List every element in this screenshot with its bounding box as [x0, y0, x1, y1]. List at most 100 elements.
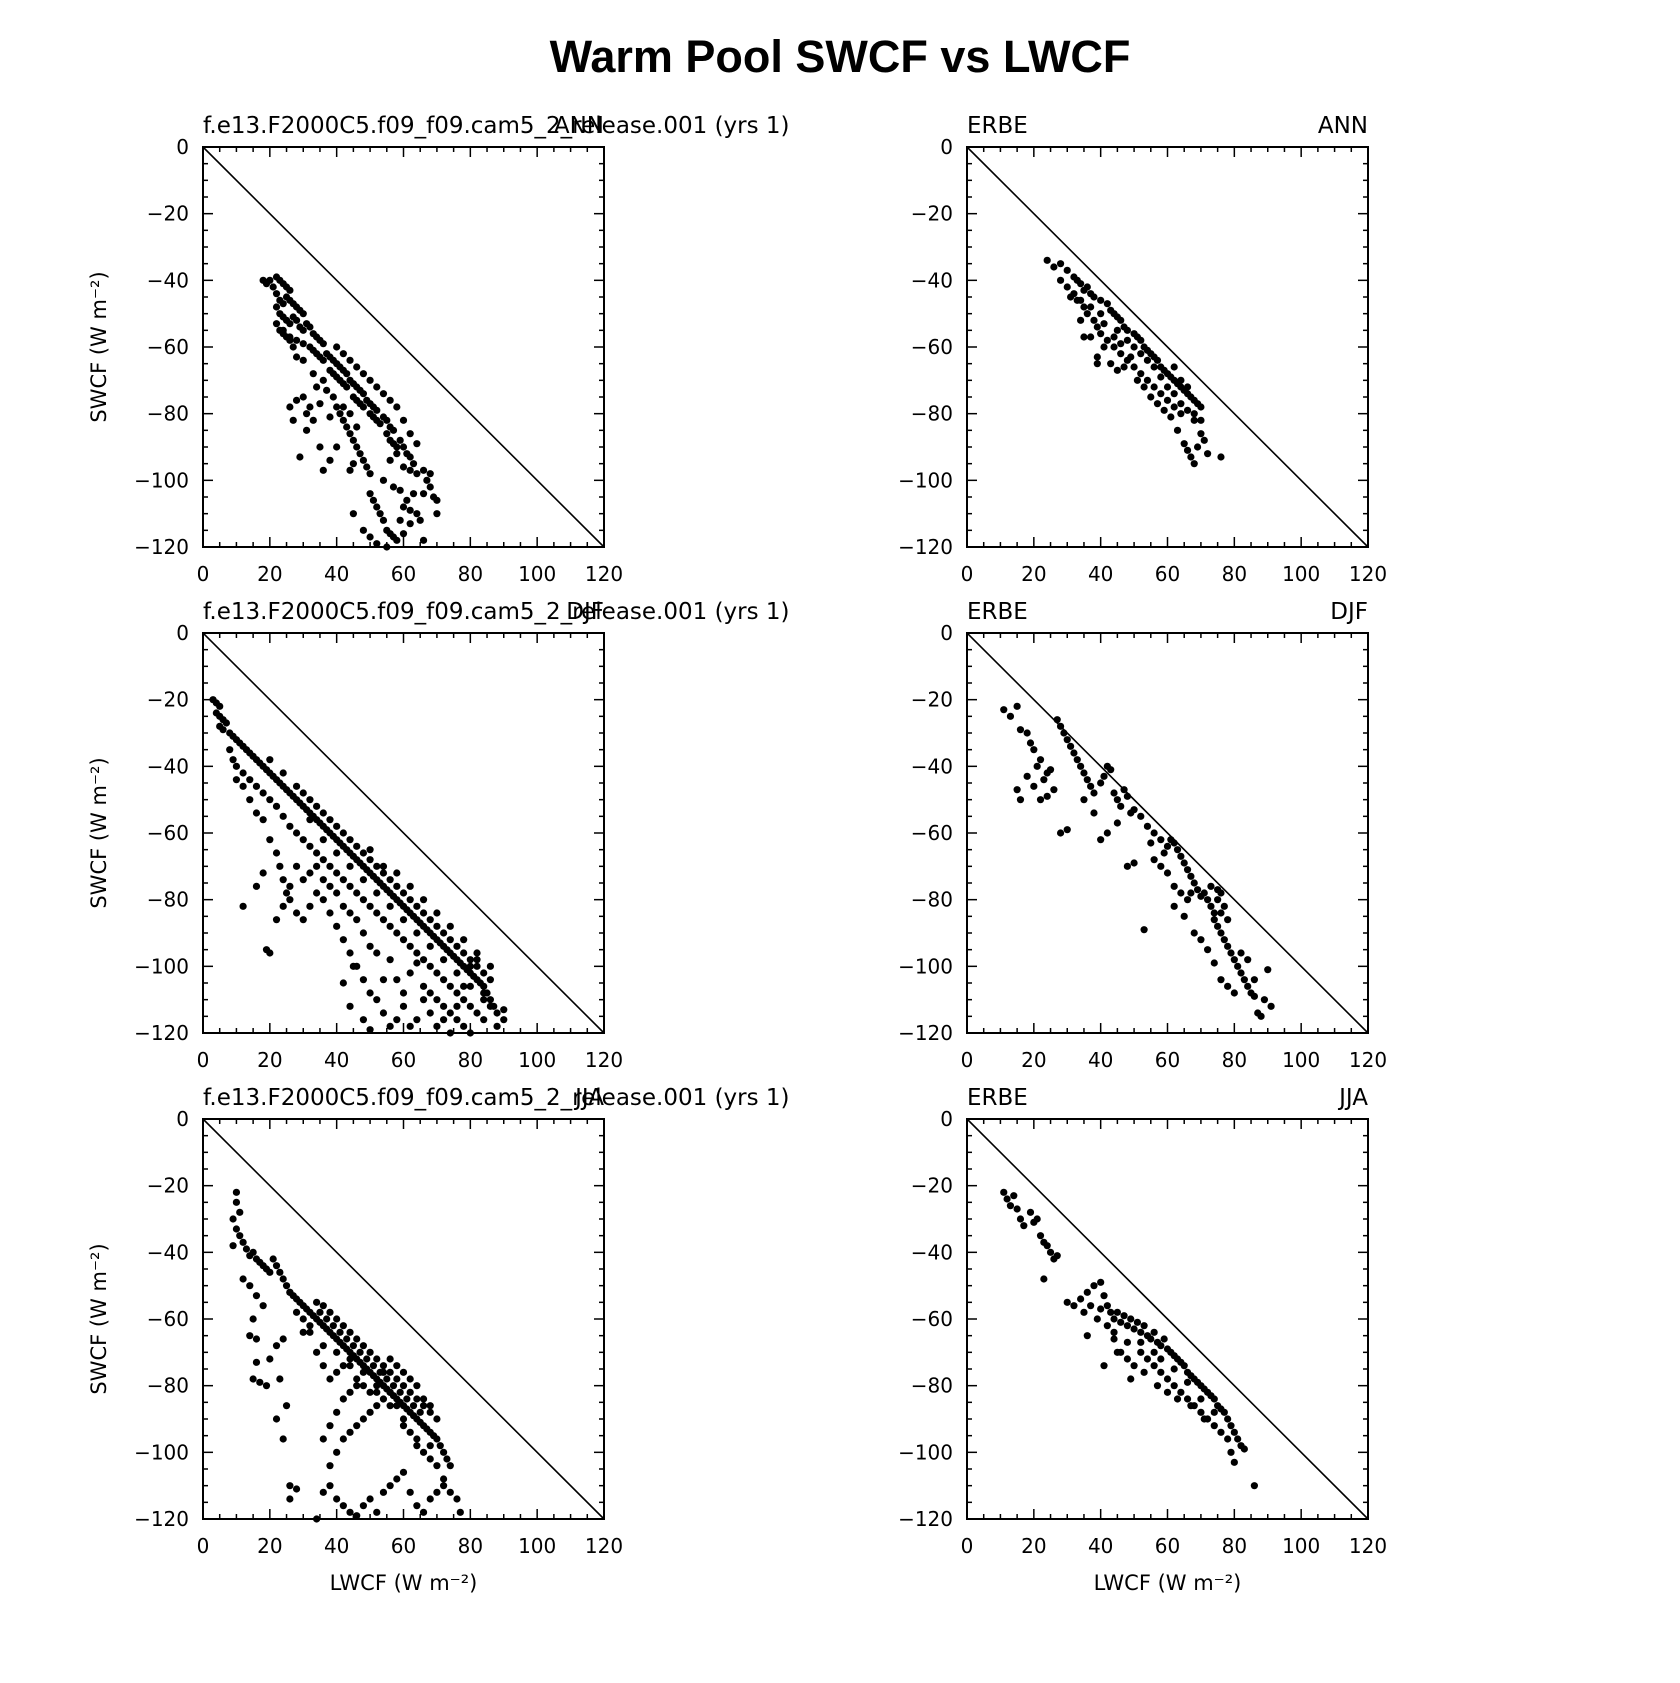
- x-tick-label: 40: [324, 1048, 349, 1072]
- scatter-point: [440, 1448, 448, 1456]
- y-tick-label: −40: [911, 1240, 953, 1264]
- scatter-point: [1093, 353, 1101, 361]
- scatter-point: [440, 1016, 448, 1024]
- scatter-point: [413, 902, 421, 910]
- scatter-point: [493, 1022, 501, 1030]
- y-tick-label: −60: [147, 335, 189, 359]
- scatter-point: [1137, 350, 1145, 358]
- scatter-point: [292, 909, 301, 917]
- scatter-point: [306, 869, 314, 877]
- scatter-point: [319, 466, 327, 474]
- scatter-point: [1087, 303, 1095, 311]
- scatter-point: [336, 1328, 344, 1336]
- scatter-point: [1240, 976, 1248, 984]
- scatter-point: [466, 956, 474, 964]
- scatter-point: [396, 516, 404, 524]
- scatter-point: [399, 443, 408, 451]
- scatter-point: [1117, 1318, 1125, 1326]
- scatter-point: [453, 969, 461, 977]
- scatter-point: [399, 416, 408, 424]
- scatter-point: [1080, 796, 1088, 804]
- scatter-point: [359, 526, 367, 534]
- scatter-point: [1244, 956, 1252, 964]
- scatter-point: [389, 426, 398, 434]
- scatter-point: [1197, 416, 1205, 424]
- scatter-point: [366, 1348, 374, 1356]
- scatter-point: [393, 1402, 401, 1410]
- scatter-point: [1073, 296, 1081, 304]
- scatter-point: [1040, 776, 1048, 784]
- x-axis-label: LWCF (W m⁻²): [1094, 1571, 1242, 1595]
- scatter-point: [232, 1188, 241, 1196]
- scatter-point: [286, 1288, 294, 1296]
- x-tick-label: 80: [1222, 1534, 1247, 1558]
- scatter-point: [1030, 746, 1038, 754]
- scatter-point: [272, 849, 281, 857]
- scatter-point: [379, 916, 388, 924]
- scatter-point: [1103, 1322, 1111, 1330]
- scatter-point: [313, 802, 321, 810]
- scatter-point: [433, 909, 441, 917]
- scatter-point: [379, 862, 388, 870]
- scatter-point: [1080, 1308, 1088, 1316]
- scatter-point: [1056, 276, 1065, 284]
- scatter-point: [272, 802, 281, 810]
- scatter-point: [1033, 762, 1041, 770]
- y-tick-label: −20: [147, 202, 189, 226]
- scatter-point: [466, 1029, 474, 1037]
- scatter-point: [1183, 406, 1192, 414]
- scatter-point: [299, 789, 307, 797]
- scatter-point: [1090, 316, 1098, 324]
- scatter-point: [1046, 766, 1055, 774]
- scatter-point: [1107, 360, 1115, 368]
- scatter-point: [353, 1422, 361, 1430]
- scatter-point: [416, 1408, 424, 1416]
- scatter-point: [1224, 942, 1232, 950]
- scatter-point: [1210, 959, 1218, 967]
- scatter-point: [1173, 1395, 1182, 1403]
- scatter-point: [319, 376, 327, 384]
- x-tick-label: 60: [391, 1048, 416, 1072]
- scatter-point: [1120, 1312, 1128, 1320]
- scatter-point: [339, 902, 347, 910]
- scatter-point: [1103, 300, 1111, 308]
- scatter-point: [1230, 1428, 1238, 1436]
- scatter-point: [272, 1262, 281, 1270]
- scatter-point: [1046, 1248, 1055, 1256]
- scatter-point: [353, 1512, 361, 1520]
- x-tick-label: 40: [1088, 1534, 1113, 1558]
- scatter-point: [1167, 413, 1175, 421]
- y-tick-label: 0: [176, 135, 189, 159]
- scatter-point: [252, 809, 261, 817]
- panel-title-right: ANN: [1318, 113, 1368, 139]
- x-tick-label: 100: [518, 1534, 556, 1558]
- scatter-point: [246, 1282, 254, 1290]
- scatter-point: [399, 463, 408, 471]
- scatter-point: [366, 902, 374, 910]
- scatter-point: [266, 949, 274, 957]
- scatter-point: [456, 1508, 464, 1516]
- scatter-point: [1257, 1012, 1265, 1020]
- x-tick-label: 100: [1282, 1534, 1320, 1558]
- scatter-point: [413, 510, 421, 518]
- scatter-point: [292, 336, 301, 344]
- y-tick-label: −100: [134, 468, 189, 492]
- scatter-point: [363, 1355, 371, 1363]
- scatter-point: [379, 1009, 388, 1017]
- y-tick-label: 0: [940, 1107, 953, 1131]
- scatter-point: [249, 1248, 257, 1256]
- scatter-point: [1190, 879, 1198, 887]
- scatter-point: [349, 1342, 357, 1350]
- scatter-point: [326, 1482, 334, 1490]
- scatter-point: [1160, 1335, 1168, 1343]
- scatter-point: [423, 476, 431, 484]
- scatter-point: [339, 876, 347, 884]
- scatter-point: [1204, 896, 1212, 904]
- scatter-point: [319, 1362, 327, 1370]
- scatter-point: [319, 896, 327, 904]
- scatter-point: [393, 882, 401, 890]
- scatter-point: [1180, 1362, 1188, 1370]
- scatter-point: [276, 862, 284, 870]
- scatter-point: [1224, 916, 1232, 924]
- y-tick-label: −80: [147, 1374, 189, 1398]
